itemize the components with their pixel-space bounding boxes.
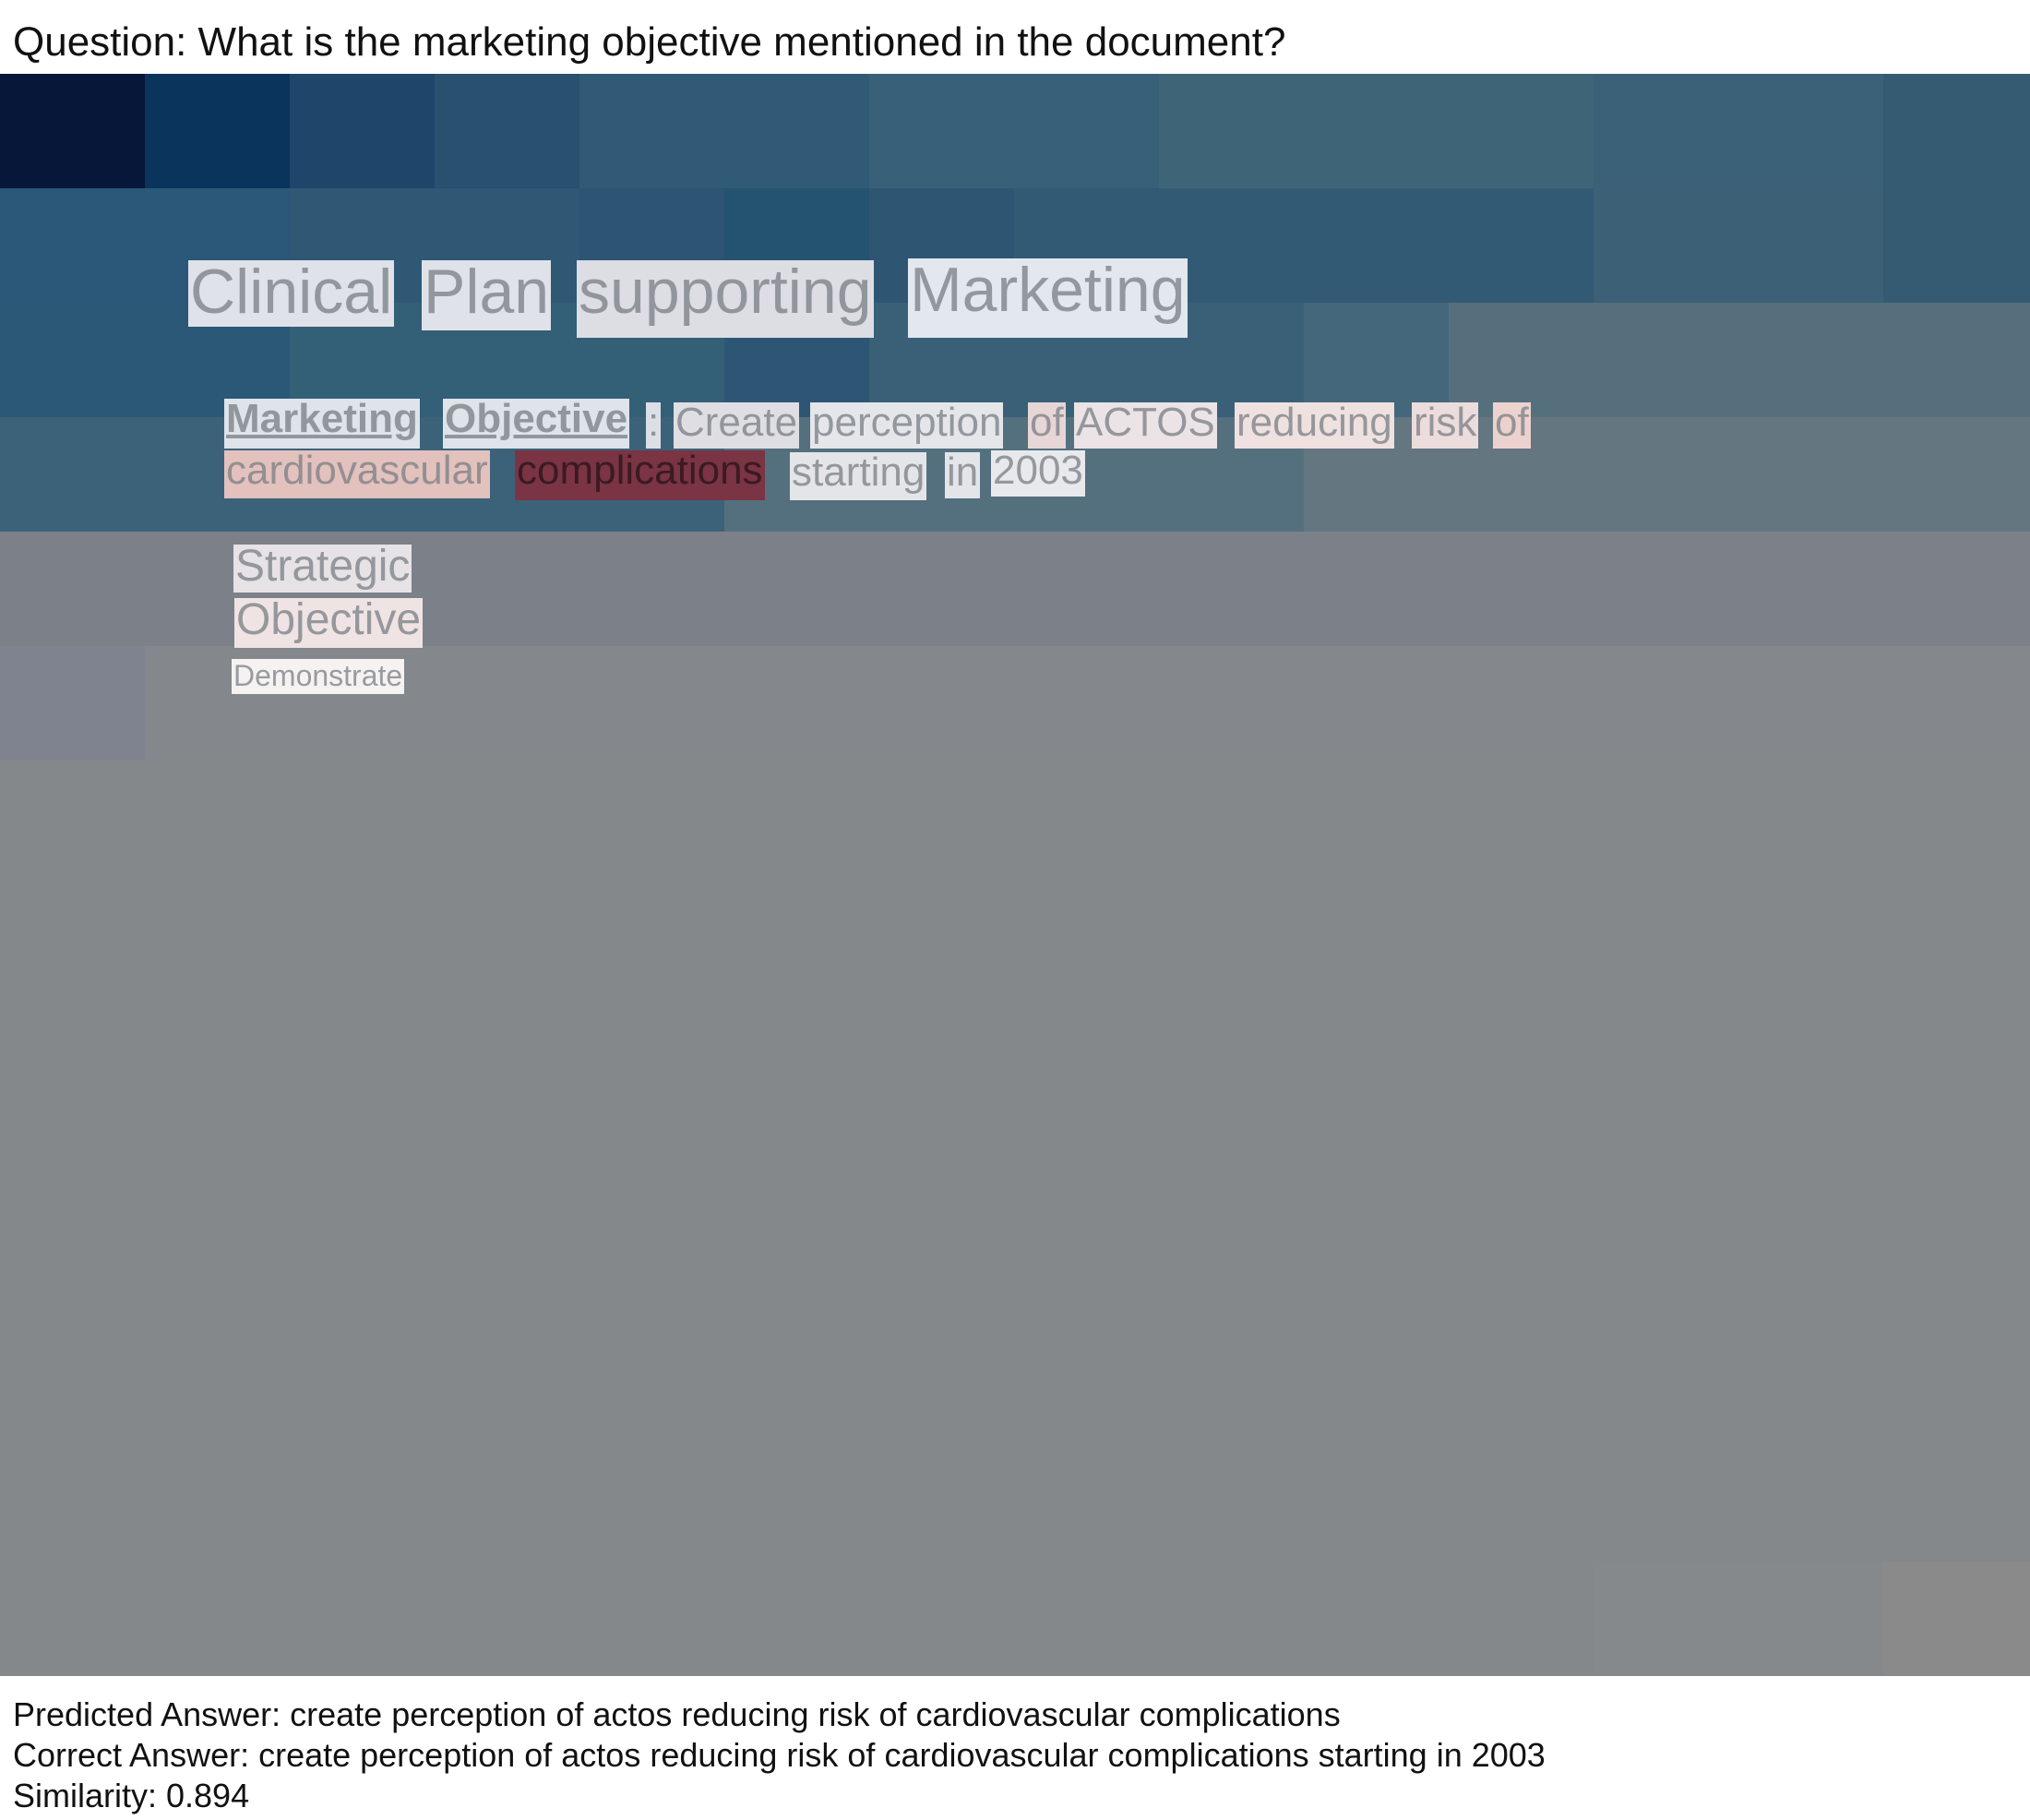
objective-word: cardiovascular [224, 450, 490, 498]
objective-word: Objective [443, 399, 630, 449]
title-word: Marketing [908, 258, 1188, 338]
objective-word: risk [1412, 402, 1479, 449]
objective-word: of [1028, 402, 1066, 449]
objective-word: in [945, 452, 981, 498]
title-word: supporting [577, 260, 874, 338]
correct-answer: Correct Answer: create perception of act… [13, 1736, 1546, 1774]
title-word: Plan [422, 260, 552, 330]
objective-word: : [646, 402, 662, 449]
objective-word-highlight: complications [515, 450, 765, 500]
predicted-answer: Predicted Answer: create perception of a… [13, 1695, 1341, 1733]
objective-word: starting [790, 452, 927, 500]
objective-word: Create [674, 402, 800, 449]
objective-word: perception [810, 402, 1004, 449]
objective-word: Marketing [224, 399, 420, 449]
answer-footer: Predicted Answer: create perception of a… [13, 1694, 1546, 1816]
demonstrate-word: Demonstrate [232, 659, 405, 694]
title-word: Clinical [188, 257, 395, 327]
objective-word: of [1493, 402, 1531, 449]
strategic-word: Objective [234, 598, 424, 648]
similarity-score: Similarity: 0.894 [13, 1777, 250, 1814]
objective-word: 2003 [991, 450, 1085, 497]
objective-word: ACTOS [1074, 402, 1217, 449]
question-text: Question: What is the marketing objectiv… [13, 19, 1286, 65]
strategic-word: Strategic [233, 542, 412, 593]
document-heatmap: Clinical Plan supporting Marketing Marke… [0, 74, 2030, 1676]
objective-word: reducing [1235, 402, 1394, 449]
